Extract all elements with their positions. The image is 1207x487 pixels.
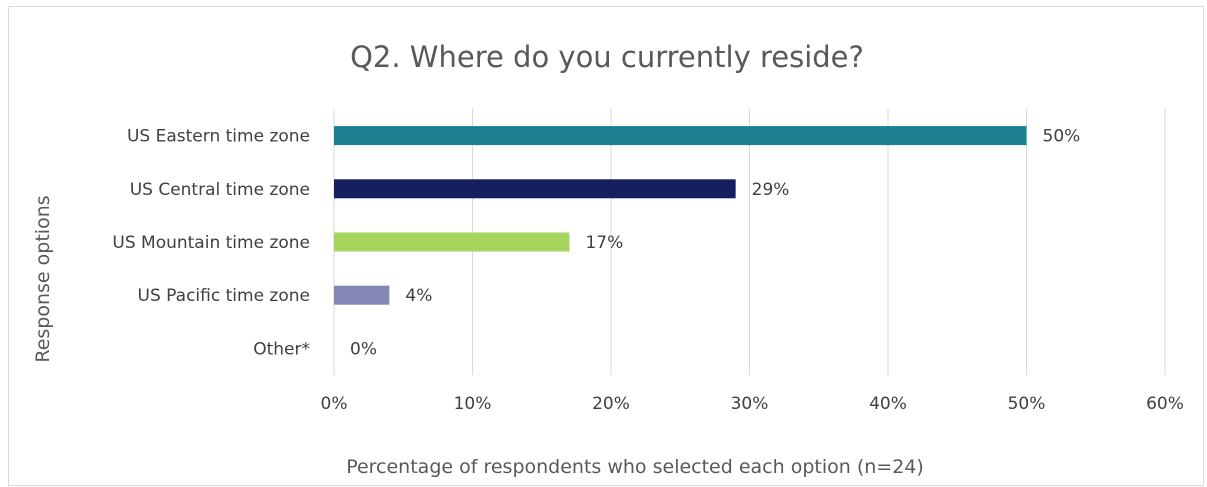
x-tick-label: 10% xyxy=(454,394,492,414)
x-tick-label: 30% xyxy=(731,394,769,414)
data-label: 50% xyxy=(1043,127,1081,147)
x-axis-title: Percentage of respondents who selected e… xyxy=(346,456,924,478)
category-label: US Pacific time zone xyxy=(138,286,310,306)
category-label: Other* xyxy=(253,339,310,359)
x-tick-label: 40% xyxy=(869,394,907,414)
gridlines xyxy=(333,109,1166,375)
category-labels: US Eastern time zone US Central time zone… xyxy=(112,127,310,360)
data-label: 17% xyxy=(585,233,623,253)
bar xyxy=(334,126,1027,146)
x-tick-label: 50% xyxy=(1008,394,1046,414)
bar xyxy=(334,232,570,252)
category-label: US Mountain time zone xyxy=(112,233,310,253)
x-tick-label: 20% xyxy=(592,394,630,414)
x-tick-label: 60% xyxy=(1146,394,1184,414)
category-label: US Eastern time zone xyxy=(127,127,310,147)
chart-frame: Q2. Where do you currently reside? 50% 29… xyxy=(8,6,1204,486)
x-tick-labels: 0% 10% 20% 30% 40% 50% 60% xyxy=(321,394,1184,414)
category-label: US Central time zone xyxy=(130,180,310,200)
data-label: 29% xyxy=(752,180,790,200)
bars: 50% 29% 17% 4% 0% xyxy=(334,126,1080,359)
bar-chart: Q2. Where do you currently reside? 50% 29… xyxy=(32,40,1184,478)
data-label: 0% xyxy=(350,339,377,359)
bar xyxy=(334,285,390,305)
data-label: 4% xyxy=(405,286,432,306)
x-tick-label: 0% xyxy=(321,394,348,414)
bar xyxy=(334,179,736,199)
y-axis-title: Response options xyxy=(32,195,54,362)
chart-title: Q2. Where do you currently reside? xyxy=(350,40,864,74)
